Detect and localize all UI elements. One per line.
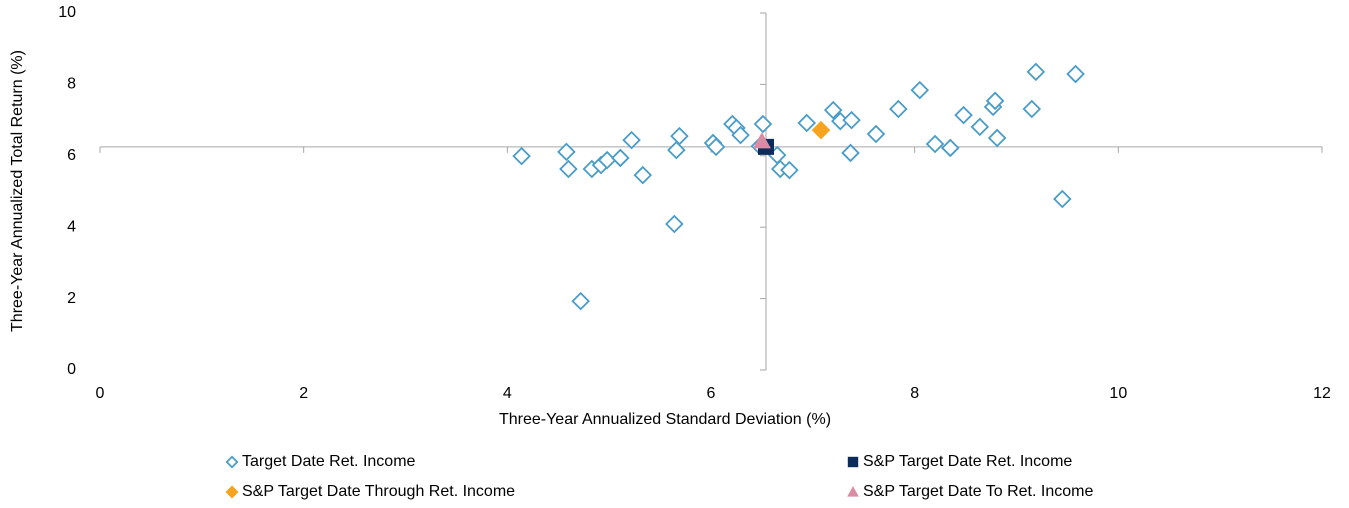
x-tick-label: 12 [1313,385,1331,402]
point [985,91,1005,111]
point [823,100,843,120]
point [706,137,726,157]
point [842,110,861,130]
point [987,128,1007,148]
point [811,120,831,140]
point [1053,189,1072,209]
point [752,132,771,149]
point [611,148,630,168]
point [910,80,930,100]
x-tick-label: 8 [910,385,919,402]
point [512,146,531,166]
x-tick-label: 10 [1109,385,1127,402]
point [670,126,689,146]
point [665,214,684,234]
point [954,105,973,125]
legend-marker [225,455,239,469]
x-tick-label: 4 [503,385,512,402]
point [866,124,886,144]
x-tick-label: 0 [96,385,105,402]
point [941,138,960,158]
legend-label: Target Date Ret. Income [242,453,416,470]
point [780,160,799,180]
y-tick-label: 8 [67,76,76,93]
y-tick-label: 6 [67,147,76,164]
x-axis-label: Three-Year Annualized Standard Deviation… [499,411,831,428]
legend-label: S&P Target Date To Ret. Income [863,483,1093,500]
legend-label: S&P Target Date Ret. Income [863,453,1072,470]
legend-label: S&P Target Date Through Ret. Income [242,483,515,500]
point [667,140,686,160]
point [841,143,860,163]
point [889,99,908,119]
x-tick-label: 6 [707,385,716,402]
point [925,134,945,154]
point [622,130,641,150]
y-tick-label: 0 [67,361,76,378]
x-tick-label: 2 [299,385,308,402]
y-tick-label: 10 [58,4,76,21]
point [1026,62,1046,82]
point [731,125,750,145]
legend-marker [847,456,859,468]
y-axis-label: Three-Year Annualized Total Return (%) [9,50,26,332]
point [797,113,816,133]
y-tick-label: 4 [67,218,76,235]
point [571,291,590,311]
point [1022,99,1042,119]
point [970,117,990,137]
point [1066,64,1085,84]
point [557,142,576,162]
point [559,159,578,179]
point [633,165,653,185]
y-tick-label: 2 [67,290,76,307]
legend-marker [225,485,239,499]
legend-marker [847,486,859,497]
point [753,114,773,134]
